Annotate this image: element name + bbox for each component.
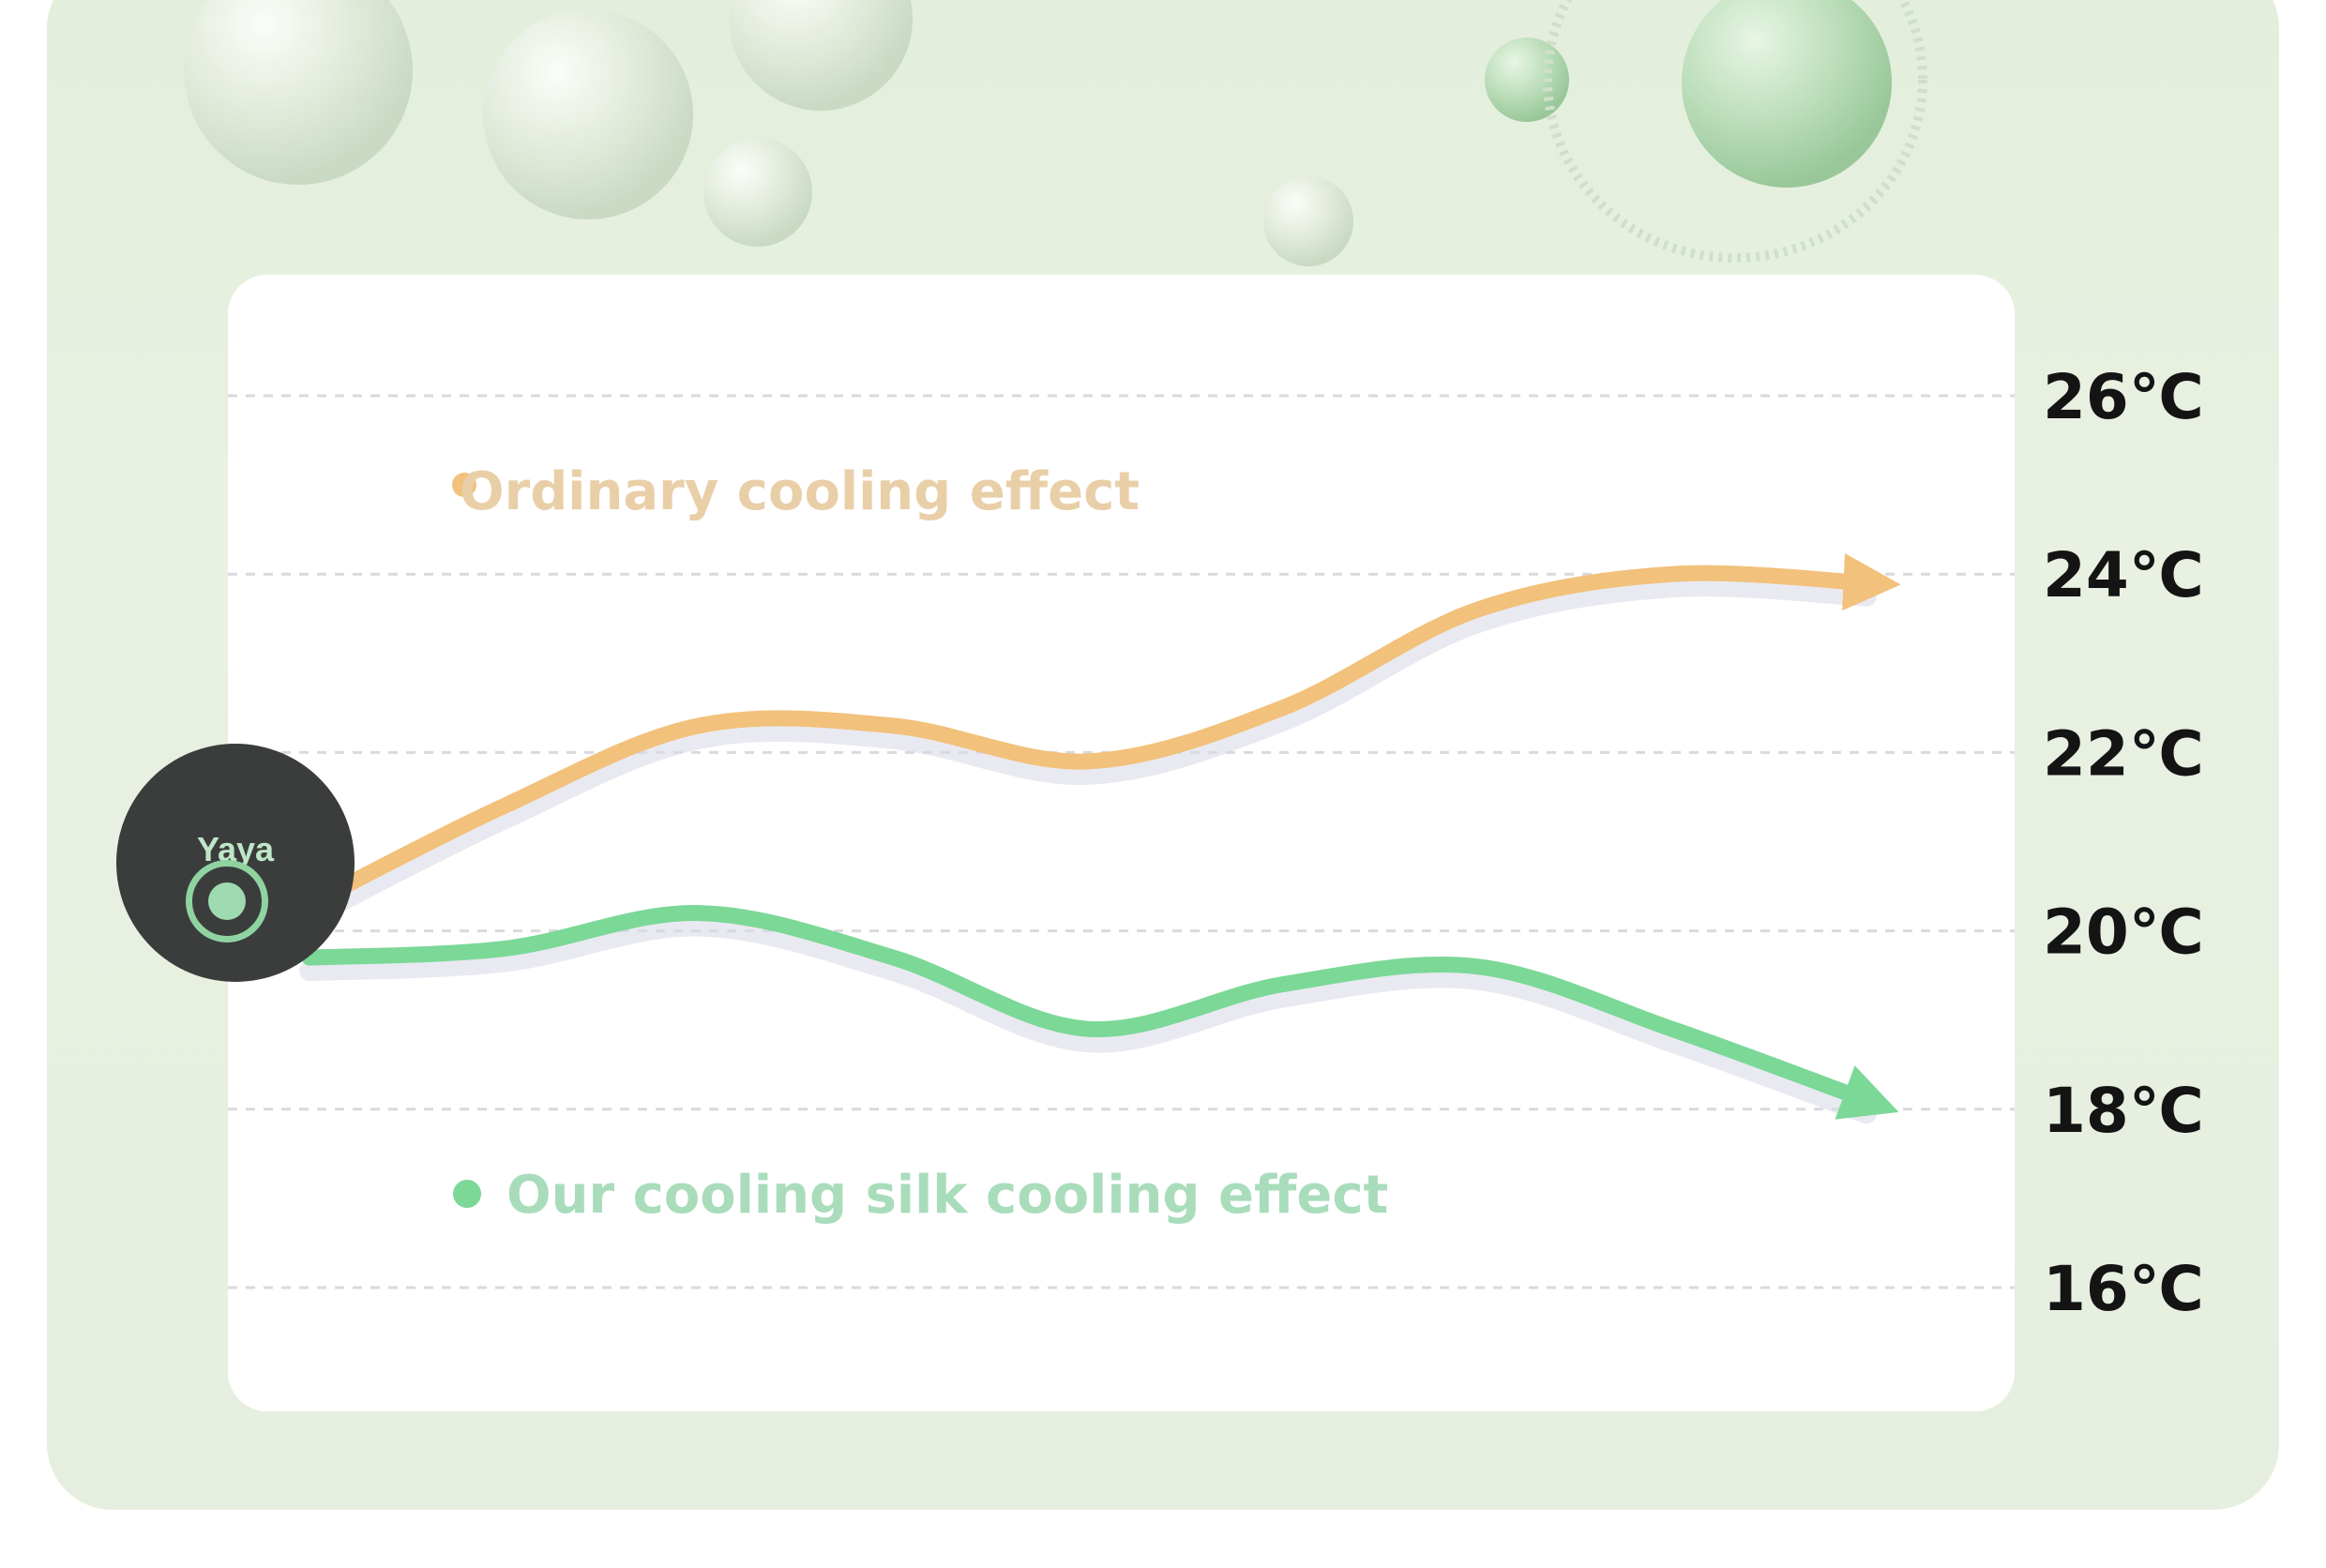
- y-tick-label: 26℃: [2043, 361, 2204, 433]
- y-tick-label: 22℃: [2043, 717, 2204, 790]
- series-line-ordinary: [301, 553, 1901, 912]
- y-tick-label: 18℃: [2043, 1075, 2204, 1147]
- series-lines: [299, 553, 1901, 1124]
- sphere-6: [1485, 38, 1569, 122]
- mesh-shell: [1543, 0, 1927, 263]
- grid-lines: [228, 394, 2015, 1289]
- chart-card: [228, 275, 2015, 1411]
- series-line-ordinary-shadow: [299, 576, 1877, 928]
- legend-label-ours: Our cooling silk cooling effect: [506, 1165, 1388, 1226]
- legend-dot-ordinary: [452, 473, 476, 497]
- sphere-5: [1263, 176, 1353, 266]
- legend-ordinary: Ordinary cooling effect: [452, 461, 1140, 522]
- sphere-1: [184, 0, 413, 185]
- y-tick-label: 24℃: [2043, 539, 2204, 611]
- y-tick-label: 16℃: [2043, 1253, 2204, 1325]
- legend-label-ordinary: Ordinary cooling effect: [460, 461, 1140, 522]
- sphere-4: [703, 138, 812, 247]
- series-line-ours: [301, 905, 1899, 1120]
- sphere-2: [483, 9, 693, 219]
- leaf-circle-icon: [186, 860, 268, 942]
- brand-logo: Yaya: [116, 744, 355, 982]
- legend-dot-ours: [453, 1180, 481, 1208]
- legend-ours: Our cooling silk cooling effect: [453, 1165, 1388, 1226]
- y-axis-ticks: 26℃ 24℃ 22℃ 20℃ 18℃ 16℃: [2043, 361, 2204, 1325]
- series-line-ours-shadow: [299, 915, 1877, 1124]
- decorative-spheres: [184, 0, 1927, 266]
- y-tick-label: 20℃: [2043, 897, 2204, 969]
- sphere-3: [729, 0, 913, 111]
- sphere-7: [1682, 0, 1892, 188]
